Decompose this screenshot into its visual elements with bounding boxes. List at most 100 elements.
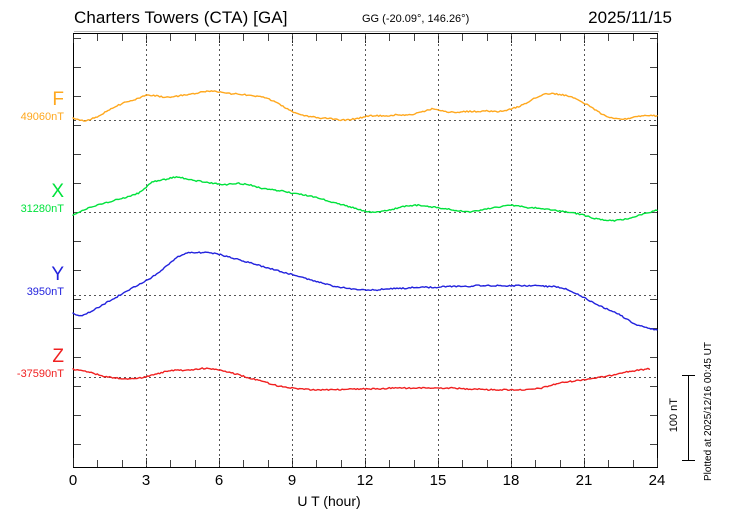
x-tick-top [122,34,123,41]
baseline-x [74,212,657,213]
scale-bar-cap-top [682,375,695,376]
x-tick-bottom [560,460,561,467]
y-tick-right [650,444,657,445]
x-tick-top [268,34,269,41]
y-tick-left [74,357,81,358]
x-tick-bottom [73,458,74,467]
x-tick-label: 6 [214,472,224,489]
x-tick-bottom [268,460,269,467]
x-axis-title: U T (hour) [297,493,361,509]
y-tick-left [74,125,81,126]
x-tick-bottom [487,460,488,467]
y-tick-right [650,154,657,155]
y-tick-right [650,328,657,329]
y-tick-left [74,67,81,68]
x-tick-label: 21 [575,472,593,489]
x-tick-bottom [608,460,609,467]
x-tick-top [341,34,342,41]
header-divider [74,31,659,32]
x-tick-bottom [97,460,98,467]
y-tick-right [650,270,657,271]
x-tick-bottom [316,460,317,467]
scale-bar-label: 100 nT [668,398,680,433]
x-tick-label: 12 [356,472,374,489]
x-tick-bottom [122,460,123,467]
y-tick-left [74,38,81,39]
y-tick-left [74,96,81,97]
plot-timestamp: Plotted at 2025/12/16 00:45 UT [703,342,714,481]
gridline-vertical [146,34,147,467]
x-tick-bottom [170,460,171,467]
x-tick-label: 18 [502,472,520,489]
x-tick-top [414,34,415,41]
gridline-vertical [511,34,512,467]
plot-axis-left [73,33,74,468]
baseline-y [74,295,657,296]
component-letter: Z [52,346,64,367]
x-tick-top [487,34,488,41]
y-tick-right [650,38,657,39]
y-tick-right [650,415,657,416]
x-tick-bottom [341,460,342,467]
baseline-f [74,120,657,121]
scale-bar-line [688,375,689,460]
plot-axis-top [73,33,658,34]
x-tick-bottom [195,460,196,467]
y-tick-right [650,357,657,358]
x-tick-label: 3 [141,472,151,489]
trace-z [72,367,651,392]
plot-axis-right [657,33,658,468]
gridline-vertical [292,34,293,467]
y-tick-left [74,154,81,155]
x-tick-top [195,34,196,41]
trace-layer [72,90,658,392]
x-tick-top [560,34,561,41]
x-tick-bottom [462,460,463,467]
y-tick-left [74,241,81,242]
y-tick-right [650,96,657,97]
x-tick-top [170,34,171,41]
y-tick-right [650,241,657,242]
geographic-coordinates: GG (-20.09°, 146.26°) [362,13,470,25]
page-title: Charters Towers (CTA) [GA] [74,8,288,27]
magnetogram-plot [72,33,658,468]
x-tick-label: 24 [648,472,666,489]
baseline-z [74,377,657,378]
component-label-f: F 49060nT [21,90,64,124]
x-tick-top [633,34,634,41]
y-tick-left [74,270,81,271]
gridline-vertical [438,34,439,467]
x-tick-top [462,34,463,41]
trace-f [72,90,658,122]
scale-bar-cap-bottom [682,460,695,461]
y-tick-right [650,67,657,68]
component-label-y: Y 3950nT [27,265,64,299]
x-tick-top [657,34,658,43]
component-baseline-value: -37590nT [16,368,64,380]
component-baseline-value: 31280nT [20,203,64,215]
component-label-z: Z -37590nT [17,347,64,381]
y-tick-left [74,444,81,445]
y-tick-right [650,183,657,184]
gridline-vertical [219,34,220,467]
trace-y [72,251,658,331]
x-tick-bottom [633,460,634,467]
y-tick-left [74,183,81,184]
x-tick-bottom [414,460,415,467]
x-tick-label: 9 [287,472,297,489]
x-tick-top [316,34,317,41]
x-tick-bottom [657,458,658,467]
y-tick-left [74,415,81,416]
component-letter: X [51,181,64,202]
x-tick-top [243,34,244,41]
y-tick-right [650,386,657,387]
y-tick-left [74,299,81,300]
x-tick-bottom [389,460,390,467]
observation-date: 2025/11/15 [588,8,672,27]
plot-axis-bottom [73,467,658,468]
y-tick-left [74,386,81,387]
component-baseline-value: 3950nT [26,286,64,298]
trace-x [72,176,658,222]
gridline-vertical [584,34,585,467]
